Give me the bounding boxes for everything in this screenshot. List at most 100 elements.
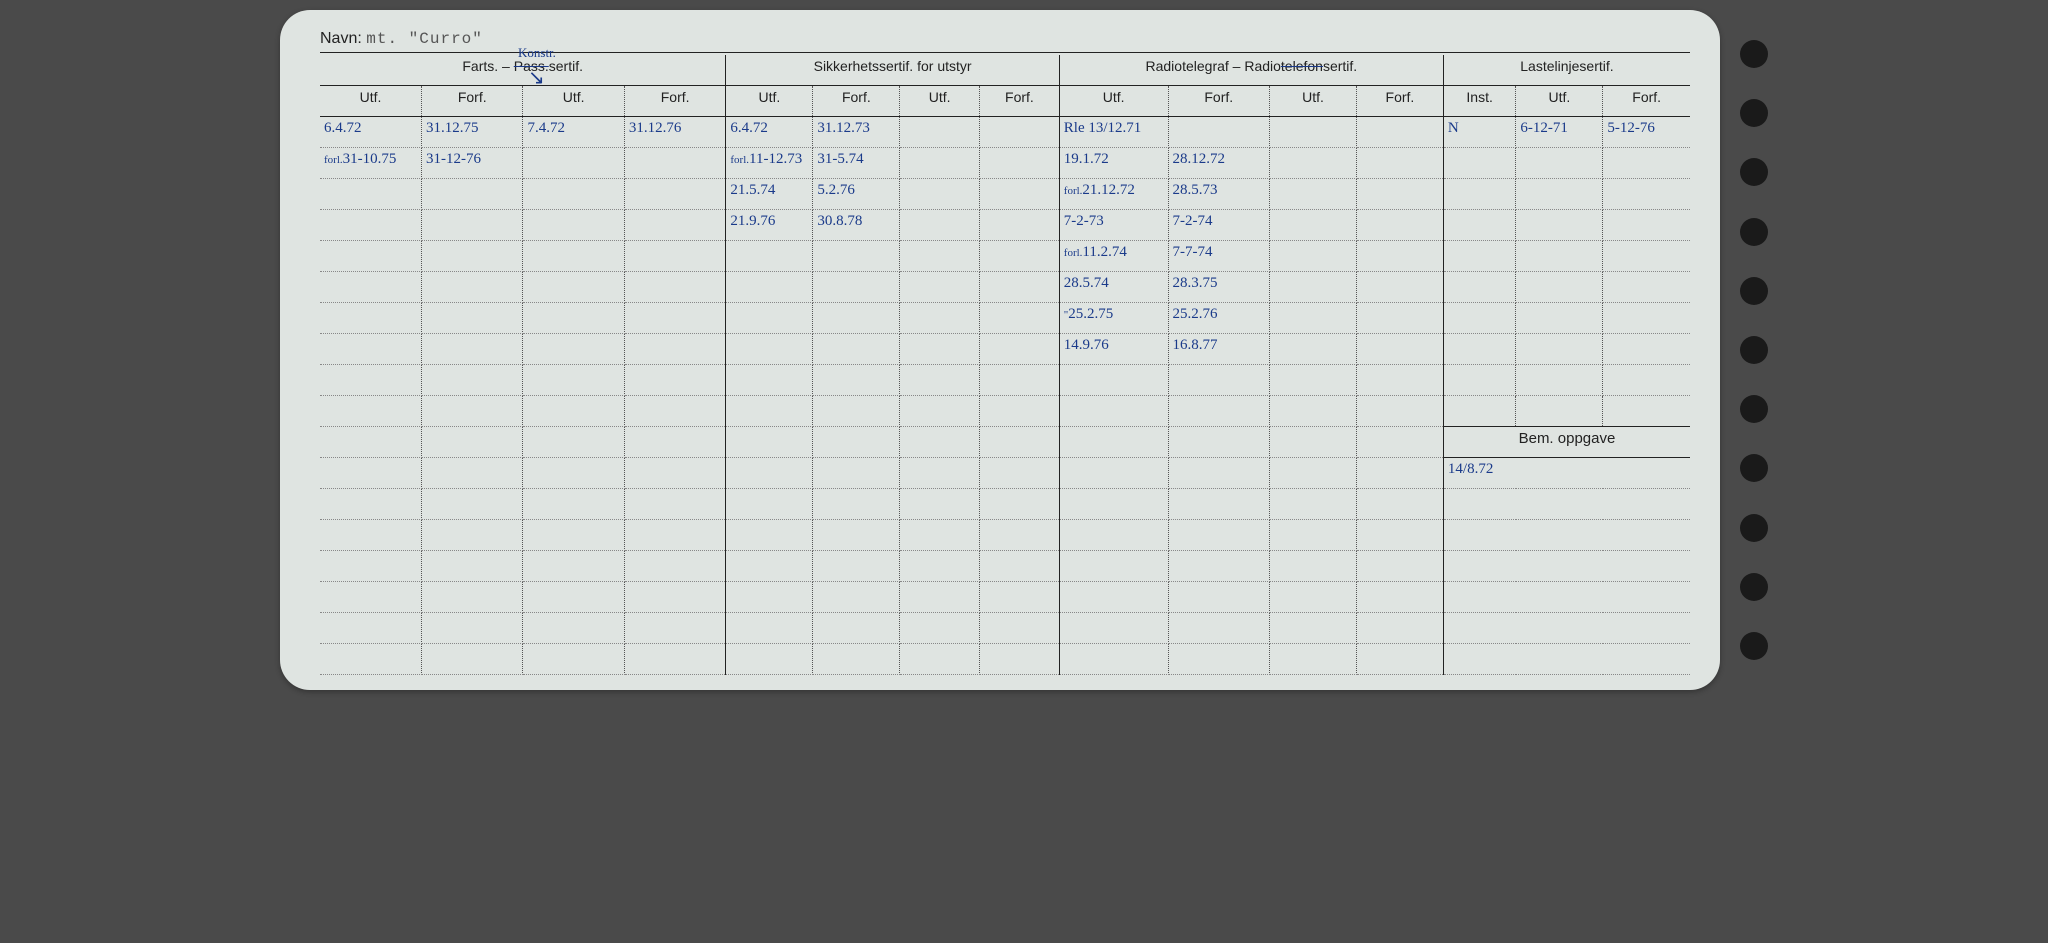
cell xyxy=(1059,582,1168,613)
cell: 28.3.75 xyxy=(1168,272,1269,303)
cell xyxy=(1443,644,1690,675)
cell xyxy=(813,334,900,365)
cell xyxy=(624,613,725,644)
cell xyxy=(980,272,1060,303)
cell: 14.9.76 xyxy=(1059,334,1168,365)
cell xyxy=(726,644,813,675)
arrow-annotation: ↘ xyxy=(528,65,545,90)
cell xyxy=(980,613,1060,644)
cell xyxy=(624,365,725,396)
cell xyxy=(726,582,813,613)
cell xyxy=(1059,365,1168,396)
cell xyxy=(980,210,1060,241)
cell xyxy=(1356,396,1443,427)
cell xyxy=(1443,148,1515,179)
cell xyxy=(1603,303,1690,334)
cell xyxy=(624,148,725,179)
cell xyxy=(726,334,813,365)
cell xyxy=(900,644,980,675)
cell xyxy=(1168,427,1269,458)
cell xyxy=(523,148,624,179)
cell xyxy=(523,303,624,334)
col-forf: Forf. xyxy=(980,86,1060,117)
cell xyxy=(421,520,522,551)
navn-label: Navn: xyxy=(320,30,362,47)
cell: 31.12.76 xyxy=(624,117,725,148)
cell xyxy=(900,117,980,148)
cell: 6.4.72 xyxy=(320,117,421,148)
cell xyxy=(1269,489,1356,520)
cell: 25.2.76 xyxy=(1168,303,1269,334)
cell xyxy=(1269,179,1356,210)
cell xyxy=(320,241,421,272)
cell xyxy=(1443,210,1515,241)
cell xyxy=(980,551,1060,582)
hole-icon xyxy=(1740,336,1768,364)
col-forf: Forf. xyxy=(1168,86,1269,117)
cell xyxy=(1603,179,1690,210)
cell xyxy=(523,365,624,396)
cell xyxy=(813,241,900,272)
cell xyxy=(1168,489,1269,520)
cell xyxy=(624,241,725,272)
cell xyxy=(813,613,900,644)
cell xyxy=(900,241,980,272)
cell: 30.8.78 xyxy=(813,210,900,241)
cell xyxy=(1356,148,1443,179)
cell xyxy=(320,179,421,210)
cell: Rle 13/12.71 xyxy=(1059,117,1168,148)
cell xyxy=(624,334,725,365)
cell xyxy=(1443,613,1690,644)
table-row: 28.5.7428.3.75 xyxy=(320,272,1690,303)
cell xyxy=(624,458,725,489)
table-row xyxy=(320,520,1690,551)
table-row: 14.9.7616.8.77 xyxy=(320,334,1690,365)
group-radio: Radiotelegraf – Radiotelefonsertif. xyxy=(1059,55,1443,86)
cell xyxy=(980,427,1060,458)
cell xyxy=(980,396,1060,427)
cell xyxy=(1269,644,1356,675)
hole-icon xyxy=(1740,632,1768,660)
cell xyxy=(1269,117,1356,148)
cell xyxy=(1443,334,1515,365)
cell xyxy=(523,551,624,582)
cell xyxy=(320,334,421,365)
cell: 19.1.72 xyxy=(1059,148,1168,179)
cell: 31-5.74 xyxy=(813,148,900,179)
cell xyxy=(1356,272,1443,303)
cell xyxy=(523,644,624,675)
cell xyxy=(1516,334,1603,365)
cell xyxy=(1168,613,1269,644)
col-utf: Utf. xyxy=(523,86,624,117)
cell xyxy=(421,365,522,396)
cell: 5.2.76 xyxy=(813,179,900,210)
cell xyxy=(1443,179,1515,210)
cell xyxy=(1269,272,1356,303)
cell xyxy=(421,179,522,210)
cell xyxy=(1516,303,1603,334)
cell xyxy=(813,644,900,675)
cell xyxy=(1356,427,1443,458)
cell xyxy=(1356,458,1443,489)
group-lastelinje: Lastelinjesertif. xyxy=(1443,55,1690,86)
col-forf: Forf. xyxy=(813,86,900,117)
cell xyxy=(1356,179,1443,210)
cell xyxy=(1269,396,1356,427)
cell xyxy=(421,210,522,241)
cell: 7-7-74 xyxy=(1168,241,1269,272)
cell xyxy=(624,582,725,613)
cell xyxy=(900,272,980,303)
col-utf: Utf. xyxy=(1269,86,1356,117)
cell xyxy=(320,396,421,427)
cell xyxy=(320,272,421,303)
cell xyxy=(1516,210,1603,241)
cell xyxy=(813,520,900,551)
cell xyxy=(523,613,624,644)
cell xyxy=(624,644,725,675)
cell xyxy=(813,582,900,613)
cell xyxy=(523,334,624,365)
cell xyxy=(1443,582,1690,613)
cell xyxy=(1269,520,1356,551)
cell: 7-2-73 xyxy=(1059,210,1168,241)
col-forf: Forf. xyxy=(1356,86,1443,117)
